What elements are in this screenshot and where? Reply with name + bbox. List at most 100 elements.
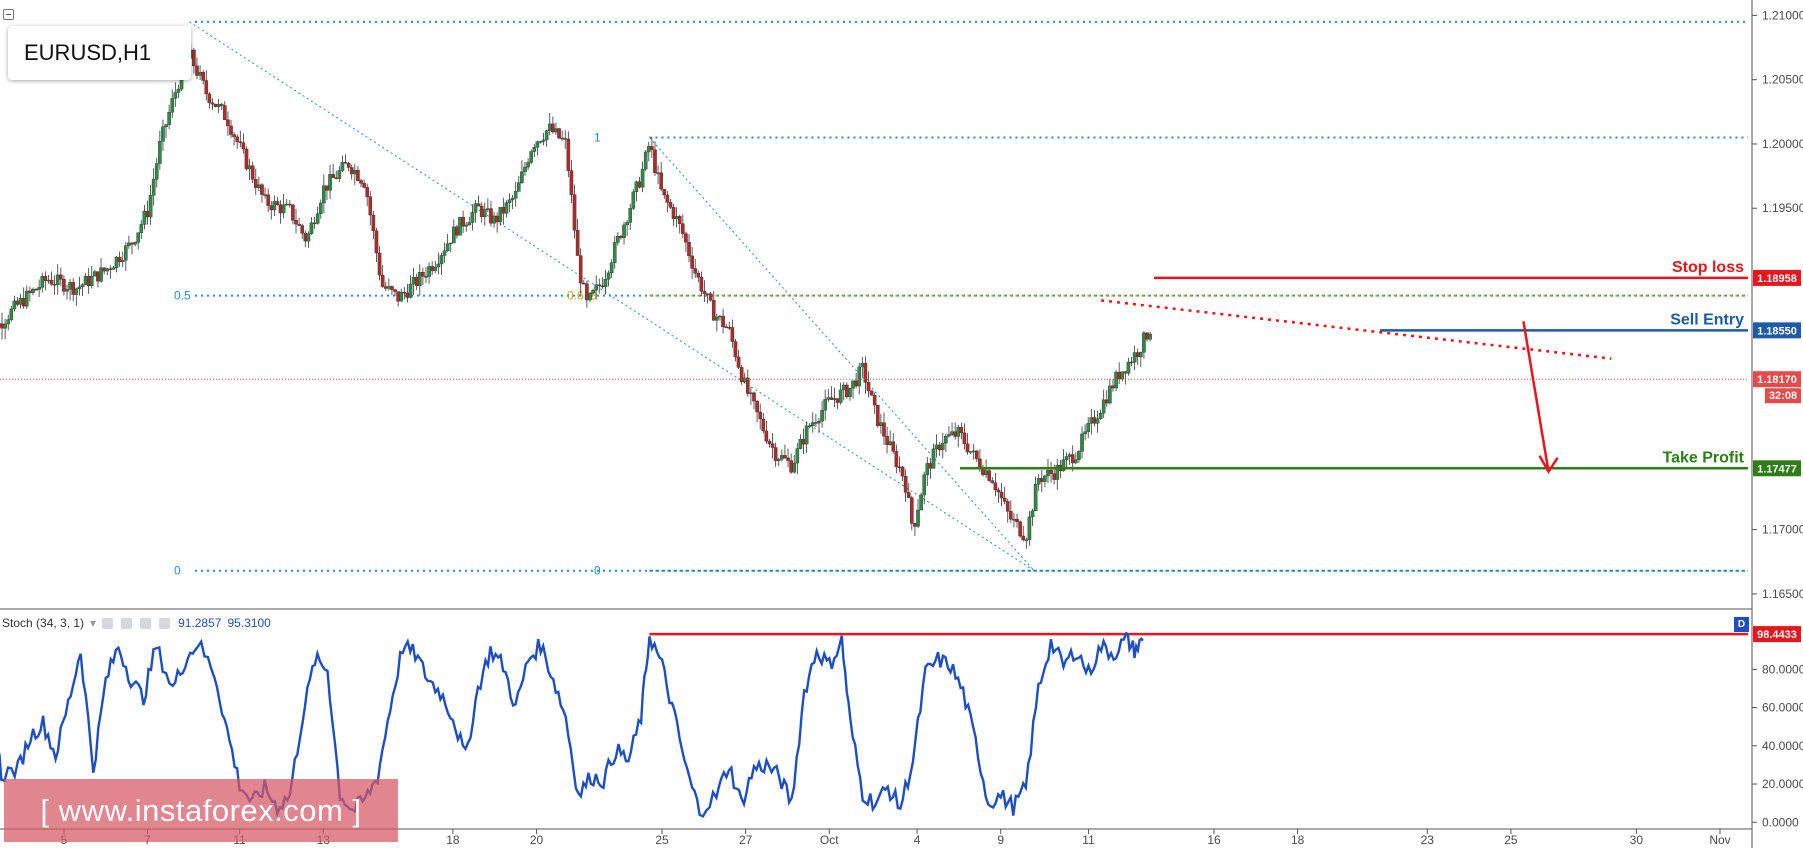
candle-body (170, 98, 175, 113)
candle-body (1039, 478, 1044, 482)
candle-body (582, 282, 586, 285)
candle-body (1117, 371, 1121, 380)
candle-body (919, 494, 923, 511)
stoch-k-line (0, 631, 1144, 819)
candle-body (43, 276, 48, 281)
candle-body (622, 224, 626, 238)
candle-body (334, 177, 339, 179)
candle-body (49, 279, 54, 285)
stoch-title: Stoch (34, 3, 1) (2, 616, 85, 630)
candle-body (52, 284, 57, 286)
candle-body (953, 431, 957, 437)
candle-body (668, 202, 673, 208)
candle-body (263, 194, 267, 196)
candle-body (219, 103, 224, 106)
date-tick-label: 20 (530, 833, 544, 847)
candle-body (1002, 497, 1007, 502)
candle-body (21, 297, 26, 307)
candle-body (575, 230, 580, 256)
candle-body (968, 451, 973, 453)
candle-body (148, 195, 153, 218)
candle-body (560, 137, 564, 140)
candle-body (46, 279, 51, 282)
candle-body (247, 165, 252, 170)
last-price-badge-text: 1.18170 (1757, 374, 1797, 386)
candle-body (693, 268, 698, 274)
candle-body (176, 88, 181, 93)
candle-body (959, 426, 964, 434)
plus-icon[interactable] (140, 617, 152, 629)
stoch-tick-label: 40.0000 (1762, 739, 1803, 753)
candle-body (1061, 459, 1066, 471)
date-tick-label: 25 (655, 833, 669, 847)
candle-body (1108, 385, 1112, 404)
candles-layer[interactable] (0, 44, 1152, 549)
chevron-down-icon[interactable]: ▾ (90, 616, 97, 630)
eye-icon[interactable] (102, 617, 114, 629)
candle-body (835, 398, 840, 403)
stoch-k-value: 91.2857 (178, 616, 222, 630)
date-tick-label: 4 (914, 833, 921, 847)
candle-body (377, 252, 382, 276)
candle-body (492, 215, 496, 224)
candle-body (585, 283, 589, 301)
candle-body (770, 443, 775, 448)
candle-body (832, 398, 837, 400)
candle-body (489, 208, 493, 224)
candle-body (1120, 371, 1125, 380)
candle-body (513, 191, 518, 199)
candle-body (448, 242, 453, 245)
candle-body (158, 141, 162, 164)
candle-body (467, 222, 472, 226)
price-badge-text: 1.18958 (1757, 273, 1797, 285)
collapse-icon[interactable] (3, 9, 14, 20)
candle-body (674, 216, 679, 219)
candle-body (609, 262, 614, 274)
candle-body (470, 212, 475, 223)
candle-body (807, 425, 812, 427)
candle-body (705, 293, 710, 295)
candle-body (1148, 333, 1152, 340)
gear-icon[interactable] (121, 617, 133, 629)
candle-body (888, 441, 892, 445)
candle-body (77, 286, 82, 289)
candle-body (349, 167, 354, 175)
candle-body (312, 222, 317, 224)
price-badge-bg (1753, 460, 1801, 477)
candle-body (62, 279, 66, 292)
candle-body (1089, 417, 1094, 424)
price-badge: 1.18550 (1753, 322, 1801, 339)
candle-body (588, 292, 592, 301)
candle-body (34, 288, 38, 291)
candle-body (628, 208, 633, 223)
date-tick-label: 16 (1207, 833, 1221, 847)
candle-body (866, 382, 871, 391)
candle-body (1036, 478, 1041, 485)
price-badge: 1.18958 (1753, 269, 1801, 286)
candle-body (417, 272, 422, 286)
candle-body (1015, 519, 1019, 523)
candle-body (1046, 470, 1050, 477)
trade-level-label: Sell Entry (1670, 311, 1744, 328)
candle-body (322, 185, 326, 204)
candle-body (37, 287, 41, 290)
candle-body (253, 179, 258, 189)
candle-body (12, 300, 17, 310)
candle-body (749, 392, 753, 395)
close-icon[interactable] (159, 617, 171, 629)
candle-body (1098, 412, 1103, 420)
candle-body (343, 162, 348, 164)
candle-body (872, 395, 877, 406)
candle-body (795, 448, 800, 464)
candle-body (458, 216, 462, 236)
candle-body (244, 148, 249, 170)
candle-body (981, 468, 985, 475)
candle-body (544, 130, 549, 141)
candle-body (1142, 332, 1146, 353)
candle-body (773, 447, 778, 461)
symbol-label: EURUSD,H1 (8, 26, 191, 80)
candle-body (817, 420, 821, 424)
candle-body (838, 389, 843, 403)
candle-body (71, 282, 75, 295)
candle-body (495, 215, 499, 223)
